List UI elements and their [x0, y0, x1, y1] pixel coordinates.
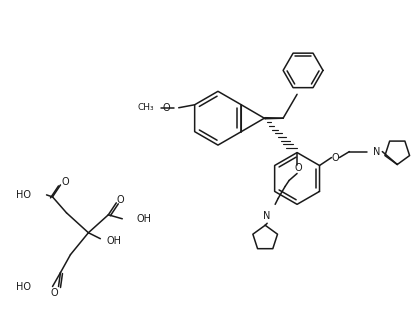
Text: OH: OH — [106, 236, 121, 246]
Text: N: N — [373, 147, 380, 157]
Text: N: N — [263, 211, 271, 221]
Text: O: O — [62, 177, 69, 187]
Text: OH: OH — [136, 214, 151, 224]
Text: CH₃: CH₃ — [137, 103, 154, 112]
Text: O: O — [163, 103, 171, 113]
Text: HO: HO — [15, 282, 31, 292]
Text: O: O — [294, 164, 302, 173]
Text: O: O — [51, 289, 58, 299]
Text: O: O — [116, 195, 124, 205]
Text: O: O — [332, 153, 339, 163]
Text: HO: HO — [15, 190, 31, 200]
